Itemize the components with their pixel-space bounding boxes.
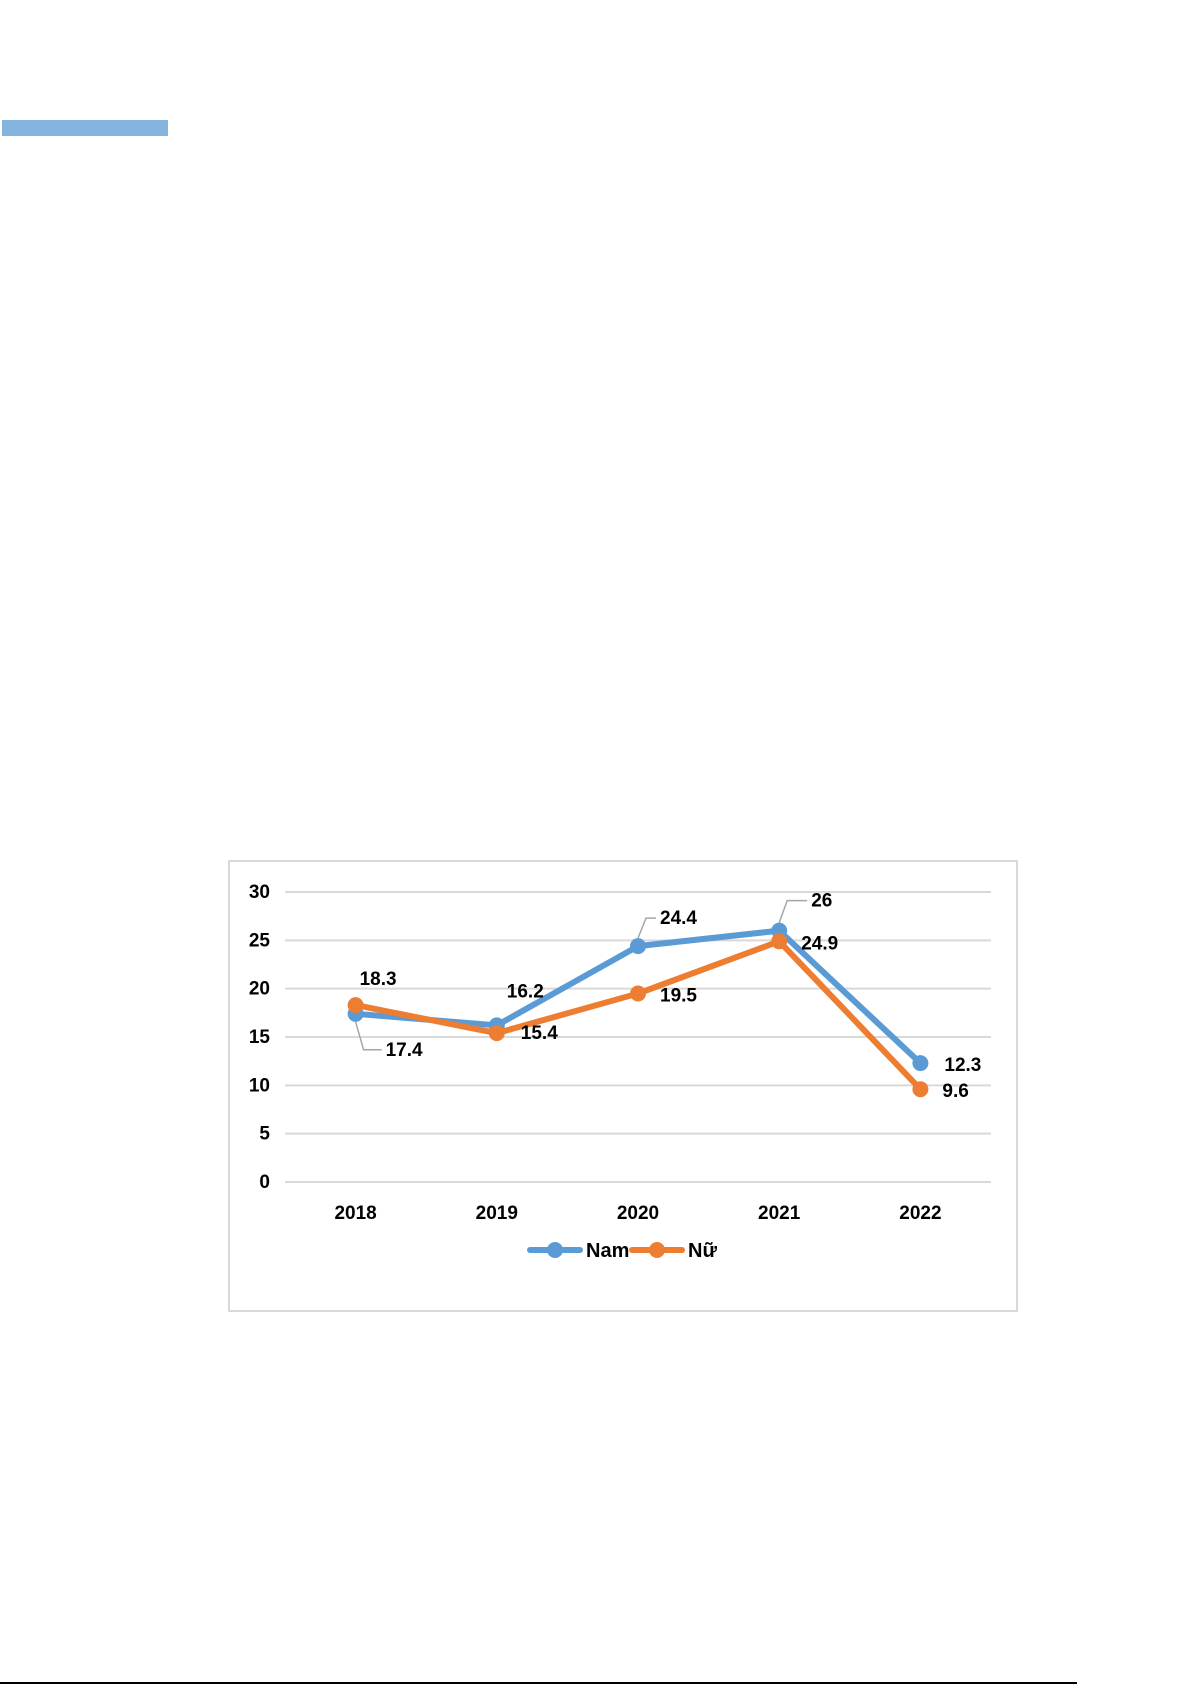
x-tick-label: 2020	[617, 1203, 659, 1224]
series-line-1	[352, 938, 924, 1093]
leader-line	[778, 899, 808, 923]
data-label: 24.4	[660, 908, 697, 929]
data-point-1-0	[347, 997, 364, 1014]
y-tick-label: 0	[259, 1172, 270, 1193]
data-label: 26	[811, 891, 832, 912]
data-label: 16.2	[507, 981, 544, 1002]
y-tick-label: 30	[249, 882, 270, 903]
legend-swatch-marker-1	[649, 1242, 665, 1258]
section-accent-bar	[2, 120, 168, 136]
x-tick-label: 2021	[758, 1203, 801, 1224]
x-tick-label: 2019	[476, 1203, 518, 1224]
label-leader-lines	[354, 899, 808, 1051]
chart-frame: 0 5 10 15 20 25 30 2018 2019 2020 2021 2022 17.4 16…	[228, 860, 1018, 1312]
y-tick-label: 25	[249, 930, 271, 951]
data-label: 12.3	[944, 1055, 981, 1076]
data-point-0-2	[630, 938, 646, 955]
x-axis-tick-labels: 2018 2019 2020 2021 2022	[334, 1203, 941, 1224]
data-point-1-4	[912, 1081, 929, 1098]
legend-swatch-marker-0	[547, 1242, 563, 1258]
line-chart: 0 5 10 15 20 25 30 2018 2019 2020 2021 2022 17.4 16…	[249, 882, 991, 1262]
data-labels: 17.4 16.2 24.4 26 12.3 18.3 15.4 19.5 24.9 9.6	[360, 891, 982, 1103]
data-label: 19.5	[660, 986, 697, 1007]
data-point-1-1	[488, 1025, 505, 1042]
data-label: 24.9	[801, 933, 838, 954]
y-tick-label: 10	[249, 1075, 270, 1096]
y-axis-tick-labels: 0 5 10 15 20 25 30	[249, 882, 271, 1193]
x-tick-label: 2018	[334, 1203, 376, 1224]
gridlines	[285, 891, 991, 1183]
data-point-0-4	[912, 1055, 929, 1072]
y-tick-label: 20	[249, 979, 270, 1000]
data-label: 17.4	[386, 1040, 423, 1061]
y-tick-label: 15	[249, 1027, 271, 1048]
data-point-1-2	[630, 985, 646, 1002]
data-label: 9.6	[942, 1081, 968, 1102]
x-tick-label: 2022	[899, 1203, 941, 1224]
data-label: 18.3	[360, 969, 397, 990]
page-bottom-rule	[0, 1682, 1077, 1684]
y-tick-label: 5	[259, 1124, 270, 1145]
data-point-1-3	[771, 933, 788, 950]
legend: Nam Nữ	[527, 1240, 717, 1262]
leader-line	[637, 917, 656, 939]
data-label: 15.4	[521, 1023, 558, 1044]
leader-line	[354, 1021, 382, 1051]
legend-label: Nữ	[688, 1240, 717, 1262]
legend-label: Nam	[586, 1240, 629, 1262]
series-lines	[347, 922, 929, 1098]
